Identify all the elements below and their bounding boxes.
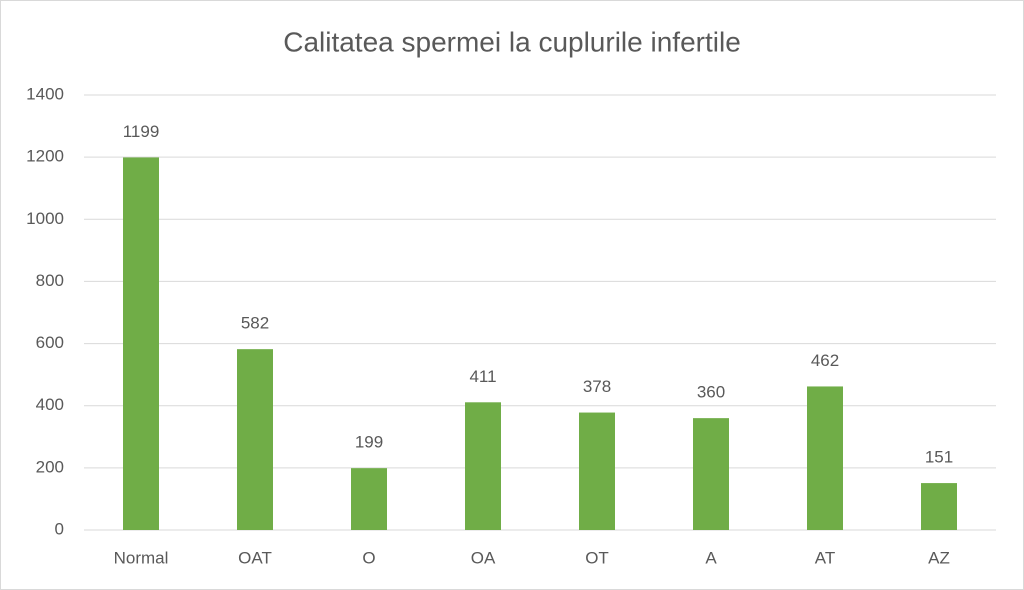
data-label: 411 (469, 367, 496, 386)
data-label: 199 (355, 433, 383, 452)
bar (237, 349, 273, 530)
x-tick-label: O (362, 548, 375, 567)
x-tick-label: A (705, 548, 717, 567)
y-tick-label: 0 (55, 519, 64, 538)
x-tick-label: AT (815, 548, 835, 567)
x-tick-label: OAT (238, 548, 272, 567)
y-tick-label: 800 (36, 271, 64, 290)
bar (807, 386, 843, 530)
x-tick-label: Normal (114, 548, 169, 567)
y-tick-label: 200 (36, 457, 64, 476)
data-label: 360 (697, 383, 725, 402)
x-tick-label: OT (585, 548, 609, 567)
y-tick-label: 1200 (26, 147, 64, 166)
y-tick-label: 600 (36, 333, 64, 352)
y-tick-label: 1400 (26, 84, 64, 103)
bar (579, 412, 615, 530)
x-tick-label: AZ (928, 548, 950, 567)
bar (693, 418, 729, 530)
bar (351, 468, 387, 530)
x-tick-label: OA (471, 548, 496, 567)
y-tick-label: 400 (36, 395, 64, 414)
bar (123, 157, 159, 531)
chart-title: Calitatea spermei la cuplurile infertile (283, 26, 741, 57)
y-tick-label: 1000 (26, 209, 64, 228)
data-label: 1199 (123, 122, 160, 141)
data-label: 151 (925, 448, 953, 467)
bar (921, 483, 957, 530)
data-label: 582 (241, 314, 269, 333)
data-label: 378 (583, 377, 611, 396)
bar (465, 402, 501, 530)
data-label: 462 (811, 351, 839, 370)
